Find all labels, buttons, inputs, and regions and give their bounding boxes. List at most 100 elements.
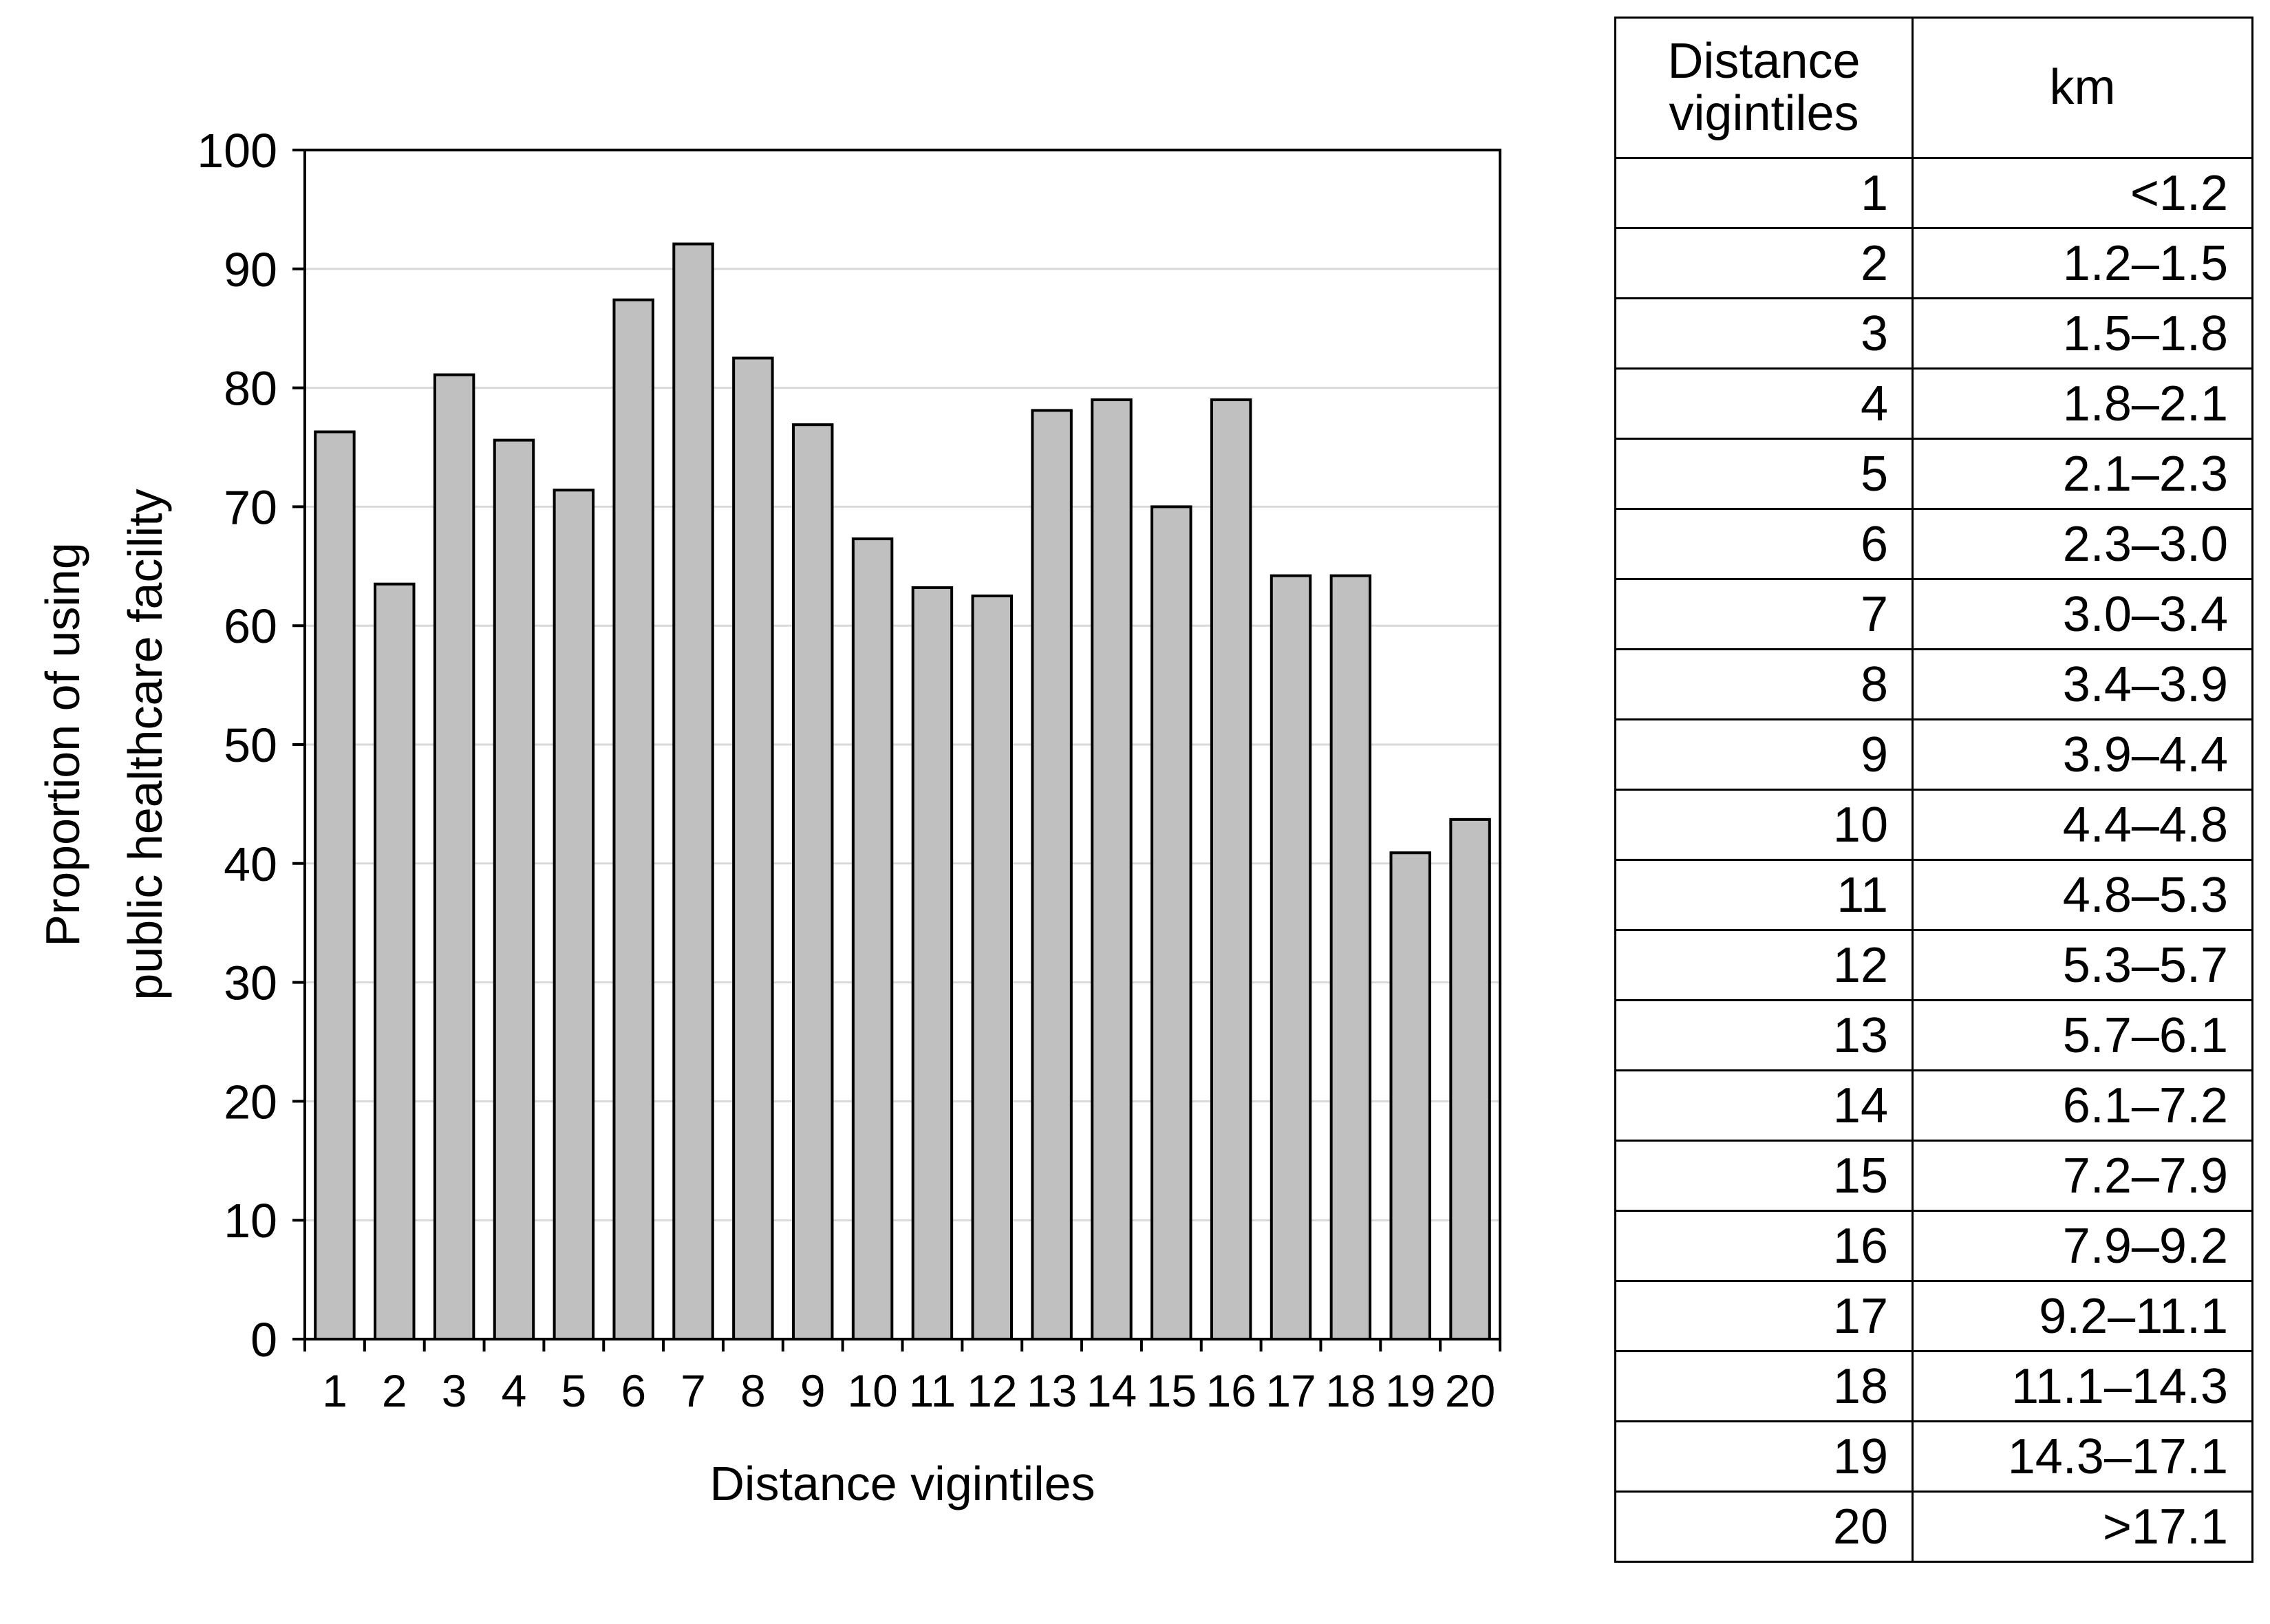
km-cell: 2.1–2.3	[1912, 438, 2253, 510]
gridlines	[305, 268, 1500, 1221]
bar-18	[1329, 574, 1372, 1340]
table-row: 1 <1.2	[1614, 157, 2253, 229]
y-tick-label: 90	[224, 243, 277, 297]
km-cell: 1.5–1.8	[1912, 297, 2253, 370]
y-tick-label: 20	[224, 1075, 277, 1129]
x-tick-label: 17	[1265, 1365, 1316, 1416]
km-cell: 11.1–14.3	[1912, 1350, 2253, 1422]
bar-12	[971, 595, 1014, 1340]
header-km: km	[1912, 17, 2253, 159]
vigintile-cell: 18	[1614, 1350, 1914, 1422]
vigintile-cell: 4	[1614, 367, 1914, 440]
vigintile-cell: 5	[1614, 438, 1914, 510]
bar-13	[1031, 409, 1073, 1340]
y-tick-label: 30	[224, 957, 277, 1010]
table-body: 1 <1.2 2 1.2–1.5 3 1.5–1.8 4 1.8–2.1 5 2.1–2.3 6 2.…	[1614, 157, 2253, 1563]
table-header-row: Distance vigintiles km	[1614, 17, 2253, 159]
km-cell: 6.1–7.2	[1912, 1069, 2253, 1142]
km-cell: 14.3–17.1	[1912, 1420, 2253, 1493]
distance-km-table: Distance vigintiles km 1 <1.2 2 1.2–1.5 3 1.5…	[1614, 17, 2253, 1563]
bar-20	[1449, 818, 1491, 1340]
table-row: 11 4.8–5.3	[1614, 859, 2253, 931]
table-row: 8 3.4–3.9	[1614, 648, 2253, 720]
x-tick-label: 15	[1146, 1365, 1197, 1416]
km-cell: >17.1	[1912, 1491, 2253, 1563]
vigintile-cell: 10	[1614, 789, 1914, 861]
y-axis-label-line: public healthcare facility	[118, 489, 172, 1000]
table-row: 13 5.7–6.1	[1614, 999, 2253, 1071]
table-row: 4 1.8–2.1	[1614, 367, 2253, 440]
x-axis-label: Distance vigintiles	[709, 1457, 1095, 1510]
vigintile-cell: 17	[1614, 1280, 1914, 1352]
vigintile-cell: 9	[1614, 718, 1914, 791]
vigintile-cell: 8	[1614, 648, 1914, 720]
table-row: 3 1.5–1.8	[1614, 297, 2253, 370]
km-cell: 4.4–4.8	[1912, 789, 2253, 861]
vigintile-cell: 3	[1614, 297, 1914, 370]
vigintile-cell: 1	[1614, 157, 1914, 229]
y-tick-label: 0	[250, 1313, 277, 1367]
km-cell: 3.9–4.4	[1912, 718, 2253, 791]
y-axis-label-line: Proportion of using	[36, 542, 89, 947]
bar-11	[911, 586, 954, 1340]
x-tick-label: 19	[1385, 1365, 1435, 1416]
table-row: 2 1.2–1.5	[1614, 227, 2253, 299]
bar-8	[732, 356, 774, 1340]
table-row: 19 14.3–17.1	[1614, 1420, 2253, 1493]
table-row: 10 4.4–4.8	[1614, 789, 2253, 861]
km-cell: 7.2–7.9	[1912, 1140, 2253, 1212]
vigintile-cell: 14	[1614, 1069, 1914, 1142]
vigintile-cell: 15	[1614, 1140, 1914, 1212]
y-tick-label: 80	[224, 362, 277, 416]
vigintile-cell: 11	[1614, 859, 1914, 931]
x-tick-label: 4	[502, 1365, 527, 1416]
x-tick-label: 2	[382, 1365, 407, 1416]
y-tick-label: 100	[197, 124, 277, 178]
km-cell: 1.2–1.5	[1912, 227, 2253, 299]
bar-5	[553, 489, 595, 1340]
vigintile-cell: 20	[1614, 1491, 1914, 1563]
x-tick-label: 8	[740, 1365, 766, 1416]
x-tick-label: 11	[909, 1365, 956, 1416]
x-tick-label: 16	[1206, 1365, 1256, 1416]
bar-16	[1210, 398, 1252, 1340]
km-cell: 5.7–6.1	[1912, 999, 2253, 1071]
table-row: 6 2.3–3.0	[1614, 508, 2253, 580]
km-cell: 7.9–9.2	[1912, 1210, 2253, 1282]
x-tick-label: 6	[621, 1365, 646, 1416]
km-cell: 2.3–3.0	[1912, 508, 2253, 580]
y-tick-label: 10	[224, 1194, 277, 1248]
table-row: 5 2.1–2.3	[1614, 438, 2253, 510]
x-axis-ticks: 1 2 3 4 5 6 7 8 9 10 11 12 13 14 15 16 17 18 19 20	[303, 1339, 1501, 1416]
y-axis-ticks: 0 10 20 30 40 50 60 70 80 90 100	[197, 124, 305, 1367]
bar-19	[1389, 851, 1431, 1341]
y-tick-label: 40	[224, 837, 277, 891]
bar-3	[433, 373, 475, 1340]
vigintile-cell: 7	[1614, 578, 1914, 650]
x-tick-label: 9	[800, 1365, 826, 1416]
table-row: 15 7.2–7.9	[1614, 1140, 2253, 1212]
table-row: 16 7.9–9.2	[1614, 1210, 2253, 1282]
bar-4	[493, 438, 535, 1341]
x-tick-label: 18	[1325, 1365, 1375, 1416]
bar-9	[791, 423, 834, 1341]
bar-6	[612, 298, 654, 1340]
bar-17	[1270, 574, 1312, 1340]
bar-2	[374, 582, 416, 1340]
y-tick-label: 70	[224, 480, 277, 534]
header-distance-vigintiles: Distance vigintiles	[1614, 17, 1914, 159]
x-tick-label: 3	[442, 1365, 467, 1416]
vigintile-cell: 13	[1614, 999, 1914, 1071]
x-tick-label: 10	[847, 1365, 897, 1416]
table-row: 7 3.0–3.4	[1614, 578, 2253, 650]
y-tick-label: 60	[224, 599, 277, 653]
x-tick-label: 7	[681, 1365, 706, 1416]
bar-7	[672, 242, 714, 1341]
bar-10	[851, 537, 894, 1340]
vigintile-cell: 19	[1614, 1420, 1914, 1493]
table-row: 12 5.3–5.7	[1614, 929, 2253, 1001]
km-cell: 3.0–3.4	[1912, 578, 2253, 650]
table-row: 9 3.9–4.4	[1614, 718, 2253, 791]
vigintile-cell: 6	[1614, 508, 1914, 580]
